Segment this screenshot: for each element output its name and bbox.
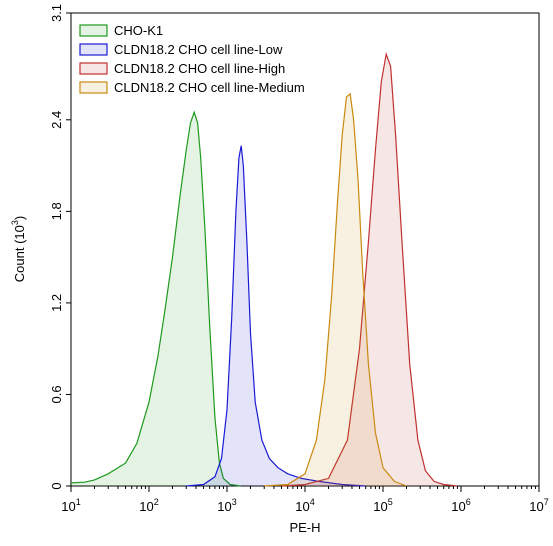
x-axis-title: PE-H xyxy=(289,520,320,535)
series-area-1 xyxy=(186,145,366,486)
series-2 xyxy=(281,51,458,487)
x-tick-label-5: 106 xyxy=(451,497,470,514)
series-area-0 xyxy=(71,112,241,486)
axis-layer: 0 0.6 1.2 1.8 2.4 3.1 101 102 103 104 105 106 107 xyxy=(49,4,549,514)
y-axis-title: Count (103) xyxy=(10,216,27,282)
series-area-3 xyxy=(264,93,407,487)
series-line-2 xyxy=(281,51,458,487)
series-layer xyxy=(70,51,458,487)
legend-label-2: CLDN18.2 CHO cell line-High xyxy=(114,61,285,76)
y-tick-label-5: 3.1 xyxy=(49,4,64,22)
y-tick-label-0: 0 xyxy=(49,482,64,489)
x-tick-label-3: 104 xyxy=(295,497,314,514)
x-tick-label-4: 105 xyxy=(373,497,392,514)
series-area-2 xyxy=(281,54,458,486)
series-3 xyxy=(264,92,407,487)
series-line-3 xyxy=(264,92,407,487)
y-tick-label-2: 1.2 xyxy=(49,294,64,312)
y-axis-title-end: ) xyxy=(12,216,27,220)
y-axis-title-exp: 3 xyxy=(10,220,20,225)
y-tick-label-3: 1.8 xyxy=(49,202,64,220)
x-tick-label-2: 103 xyxy=(217,497,236,514)
legend-label-1: CLDN18.2 CHO cell line-Low xyxy=(114,42,283,57)
legend-label-0: CHO-K1 xyxy=(114,23,163,38)
legend-swatch-3 xyxy=(79,81,108,94)
x-tick-label-0: 101 xyxy=(61,497,80,514)
y-axis-title-base: Count (10 xyxy=(12,225,27,282)
legend: CHO-K1 CLDN18.2 CHO cell line-Low CLDN18.2… xyxy=(79,23,305,95)
legend-swatch-2 xyxy=(79,62,108,75)
y-tick-label-1: 0.6 xyxy=(49,385,64,403)
legend-label-3: CLDN18.2 CHO cell line-Medium xyxy=(114,80,305,95)
x-tick-label-1: 102 xyxy=(139,497,158,514)
series-line-1 xyxy=(186,145,366,487)
legend-swatch-0 xyxy=(79,24,108,37)
x-tick-label-6: 107 xyxy=(529,497,548,514)
y-tick-label-4: 2.4 xyxy=(49,111,64,129)
series-0 xyxy=(70,110,241,487)
series-1 xyxy=(186,145,366,487)
legend-swatch-1 xyxy=(79,43,108,56)
series-line-0 xyxy=(70,110,241,487)
